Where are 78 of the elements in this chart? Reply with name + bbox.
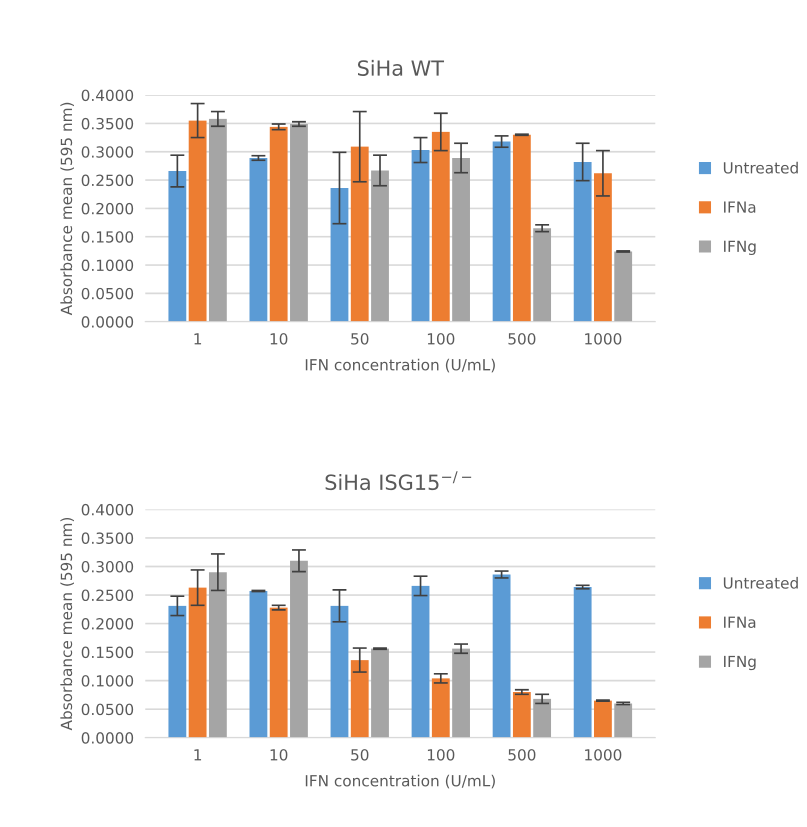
bar	[168, 171, 186, 322]
x-tick-label: 10	[270, 749, 288, 761]
legend-label: IFNg	[724, 656, 756, 670]
y-tick-label: 0.0500	[82, 288, 134, 300]
x-tick-label: 50	[351, 333, 368, 345]
bar	[330, 188, 348, 322]
x-tick-label: 1000	[585, 749, 622, 761]
bar	[208, 572, 227, 738]
bar	[412, 150, 430, 322]
bar	[250, 158, 268, 322]
legend-label: IFNg	[724, 240, 756, 256]
x-tick-label: 1	[194, 749, 202, 760]
bar	[371, 170, 389, 322]
y-tick-label: 0.0000	[82, 316, 134, 328]
bar	[350, 660, 369, 738]
x-tick-label: 500	[508, 749, 536, 761]
legend-label: IFNa	[724, 616, 756, 628]
y-tick-label: 0.3500	[82, 118, 134, 130]
x-tick-label: 1000	[585, 333, 622, 345]
bar	[270, 608, 288, 738]
y-tick-label: 0.1500	[82, 231, 134, 243]
y-tick-label: 0.1000	[82, 260, 134, 272]
bar	[208, 118, 227, 322]
bar	[350, 146, 369, 322]
bar	[492, 574, 511, 738]
legend-label: Untreated	[724, 162, 798, 174]
y-axis-title: Absorbance mean (595 nm)	[60, 102, 74, 316]
bar	[574, 162, 592, 322]
x-tick-label: 1	[194, 333, 202, 344]
y-tick-label: 0.1500	[82, 646, 134, 658]
bar	[512, 134, 531, 322]
bar	[270, 126, 288, 322]
x-axis-title: IFN concentration (U/mL)	[306, 358, 495, 372]
x-tick-label: 100	[428, 333, 454, 345]
bar	[533, 228, 552, 322]
y-tick-label: 0.0000	[82, 732, 134, 744]
bar	[492, 142, 511, 322]
x-tick-label: 100	[428, 749, 454, 761]
x-tick-label: 500	[508, 333, 536, 345]
y-tick-label: 0.3000	[82, 560, 134, 573]
bar	[371, 648, 389, 738]
bar	[412, 586, 430, 738]
bar	[188, 588, 207, 738]
bar	[432, 132, 450, 322]
bar	[250, 591, 268, 738]
bar	[452, 158, 470, 322]
x-tick-label: 50	[351, 749, 368, 761]
y-tick-label: 0.3500	[82, 532, 134, 544]
y-axis-title: Absorbance mean (595 nm)	[60, 518, 74, 730]
bar	[188, 120, 207, 322]
bar	[290, 560, 308, 738]
x-tick-label: 10	[270, 333, 288, 345]
y-tick-label: 0.0500	[82, 704, 134, 716]
y-tick-label: 0.4000	[82, 504, 134, 516]
y-tick-label: 0.1000	[82, 675, 134, 687]
chart-title: SiHa WT	[358, 60, 444, 76]
bar	[432, 678, 450, 738]
legend-label: IFNa	[724, 201, 756, 213]
bar	[330, 606, 348, 738]
bar	[614, 703, 632, 738]
bar	[594, 700, 612, 738]
bar	[452, 648, 470, 738]
x-axis-title: IFN concentration (U/mL)	[306, 774, 495, 788]
bar	[614, 251, 632, 322]
chart-title: SiHa ISG15$^{−/−}$	[326, 471, 472, 490]
bar	[574, 587, 592, 738]
bar	[594, 173, 612, 322]
bar	[290, 124, 308, 322]
y-tick-label: 0.3000	[82, 146, 134, 158]
y-tick-label: 0.2000	[82, 618, 134, 630]
bar	[168, 606, 186, 738]
y-tick-label: 0.4000	[82, 90, 134, 102]
y-tick-label: 0.2500	[82, 174, 134, 186]
bar	[512, 692, 531, 738]
bar	[533, 698, 552, 738]
y-tick-label: 0.2500	[82, 589, 134, 602]
y-tick-label: 0.2000	[82, 202, 134, 214]
legend-label: Untreated	[724, 576, 798, 589]
